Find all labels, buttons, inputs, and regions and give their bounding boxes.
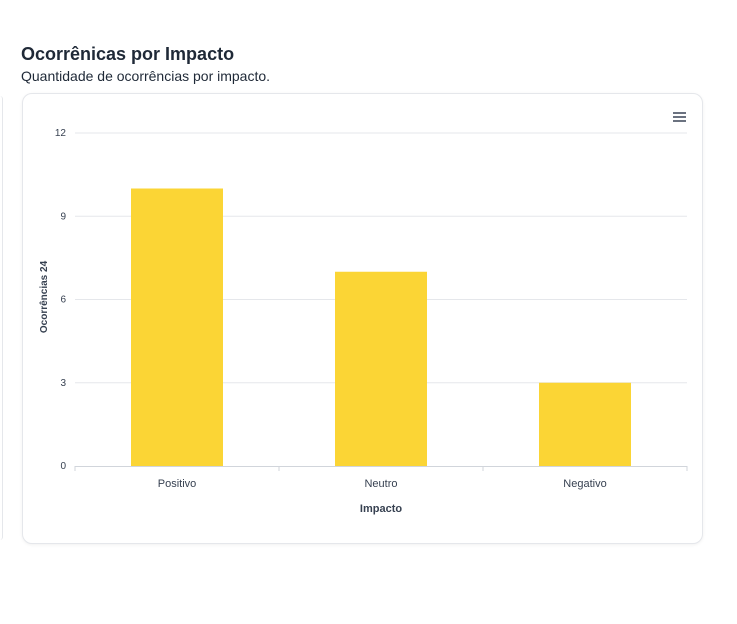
bar-positivo[interactable]	[131, 188, 223, 467]
chart-header: Ocorrênicas por Impacto Quantidade de oc…	[21, 43, 270, 85]
x-tick-label: Neutro	[364, 478, 397, 490]
bar-neutro[interactable]	[335, 271, 427, 466]
bar-negativo[interactable]	[539, 382, 631, 466]
x-axis-label: Impacto	[360, 503, 402, 515]
y-axis-label: Ocorrências 24	[39, 260, 50, 333]
x-axis: Positivo Neutro Negativo	[74, 466, 688, 490]
adjacent-panel-edge	[0, 96, 3, 540]
page-title: Ocorrênicas por Impacto	[21, 44, 235, 64]
y-tick-label: 3	[60, 378, 66, 389]
y-tick-label: 12	[55, 128, 67, 139]
y-tick-label: 6	[60, 295, 66, 306]
x-tick-label: Negativo	[563, 478, 606, 490]
page-subtitle: Quantidade de ocorrências por impacto.	[21, 68, 271, 84]
y-tick-label: 9	[60, 211, 66, 222]
y-axis-ticks: 0 3 6 9 12	[55, 128, 67, 472]
bars	[131, 188, 631, 467]
y-tick-label: 0	[60, 461, 66, 472]
x-tick-label: Positivo	[158, 478, 197, 490]
hamburger-menu-icon[interactable]	[673, 112, 687, 124]
